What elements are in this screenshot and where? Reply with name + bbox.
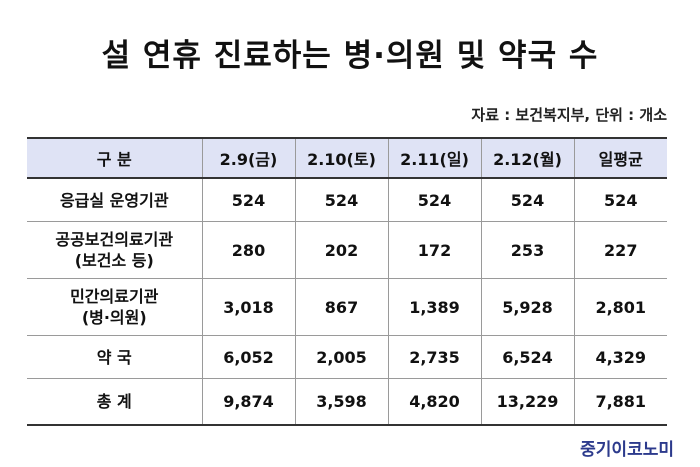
table-cell: 2,005 (294, 335, 389, 379)
row-label-subtext: (보건소 등) (74, 251, 154, 270)
table-row: 약 국 6,052 2,005 2,735 6,524 4,329 (27, 335, 667, 379)
row-label-text: 공공보건의료기관 (55, 230, 174, 249)
table-cell: 524 (573, 177, 667, 222)
header-category: 구 분 (27, 137, 203, 179)
row-label-text: 민간의료기관 (70, 287, 159, 306)
stats-table: 구 분 2.9(금) 2.10(토) 2.11(일) 2.12(월) 일평균 응… (27, 137, 667, 426)
source-note: 자료 : 보건복지부, 단위 : 개소 (471, 106, 667, 124)
header-feb-10: 2.10(토) (294, 137, 389, 179)
table-cell: 9,874 (201, 378, 296, 426)
brand-logo-text: 중기이코노미 (580, 440, 674, 460)
row-label-text: 총 계 (96, 392, 132, 411)
row-label-text: 응급실 운영기관 (59, 190, 169, 210)
table-row: 응급실 운영기관 524 524 524 524 524 (27, 177, 667, 222)
row-label: 민간의료기관 (병·의원) (27, 278, 203, 336)
table-row-total: 총 계 9,874 3,598 4,820 13,229 7,881 (27, 378, 667, 426)
row-label: 응급실 운영기관 (27, 177, 203, 222)
header-feb-11: 2.11(일) (387, 137, 482, 179)
row-label: 공공보건의료기관 (보건소 등) (27, 221, 203, 279)
table-cell: 524 (201, 177, 296, 222)
table-cell: 4,820 (387, 378, 482, 426)
table-cell: 3,018 (201, 278, 296, 336)
row-label-subtext: (병·의원) (81, 308, 147, 327)
table-cell: 6,052 (201, 335, 296, 379)
table-cell: 3,598 (294, 378, 389, 426)
table-row: 공공보건의료기관 (보건소 등) 280 202 172 253 227 (27, 221, 667, 279)
table-row: 민간의료기관 (병·의원) 3,018 867 1,389 5,928 2,801 (27, 278, 667, 336)
table-cell: 7,881 (573, 378, 667, 426)
table-cell: 6,524 (480, 335, 575, 379)
table-cell: 867 (294, 278, 389, 336)
table-header-row: 구 분 2.9(금) 2.10(토) 2.11(일) 2.12(월) 일평균 (27, 137, 667, 179)
table-cell: 524 (294, 177, 389, 222)
table-cell: 172 (387, 221, 482, 279)
header-feb-12: 2.12(월) (480, 137, 575, 179)
table-cell: 2,801 (573, 278, 667, 336)
table-cell: 13,229 (480, 378, 575, 426)
table-cell: 524 (387, 177, 482, 222)
table-cell: 4,329 (573, 335, 667, 379)
table-cell: 202 (294, 221, 389, 279)
header-daily-average: 일평균 (573, 137, 667, 179)
row-label: 총 계 (27, 378, 203, 426)
header-feb-9: 2.9(금) (201, 137, 296, 179)
table-cell: 5,928 (480, 278, 575, 336)
table-cell: 1,389 (387, 278, 482, 336)
table-cell: 2,735 (387, 335, 482, 379)
table-cell: 227 (573, 221, 667, 279)
row-label: 약 국 (27, 335, 203, 379)
row-label-text: 약 국 (96, 347, 132, 367)
page-title: 설 연휴 진료하는 병·의원 및 약국 수 (101, 38, 599, 74)
table-cell: 524 (480, 177, 575, 222)
table-cell: 253 (480, 221, 575, 279)
table-cell: 280 (201, 221, 296, 279)
